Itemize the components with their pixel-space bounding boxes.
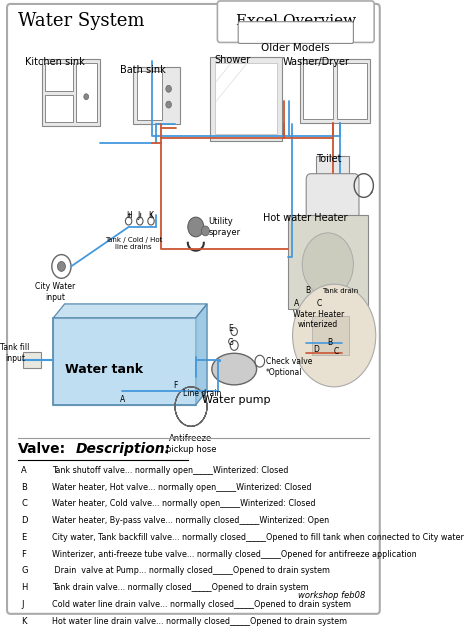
Bar [46,63,73,91]
Text: Cold water line drain valve... normally closed_____Opened to drain system: Cold water line drain valve... normally … [52,600,351,609]
Text: Washer/Dryer: Washer/Dryer [283,57,349,67]
Bar [288,215,368,309]
Text: Shower: Shower [214,55,251,65]
Text: K: K [149,211,154,220]
Text: Hot water Heater: Hot water Heater [263,213,347,223]
Text: Hot water line drain valve... normally closed_____Opened to drain system: Hot water line drain valve... normally c… [52,617,347,626]
Polygon shape [54,318,196,404]
Text: Water heater, By-pass valve... normally closed_____Winterized: Open: Water heater, By-pass valve... normally … [52,516,329,525]
Text: F: F [173,381,178,390]
Text: A: A [21,466,27,475]
FancyBboxPatch shape [218,1,374,43]
Bar [316,156,349,180]
Text: Water heater, Hot valve... normally open_____Winterized: Closed: Water heater, Hot valve... normally open… [52,483,311,491]
Bar [76,63,97,122]
Circle shape [57,262,65,272]
Text: Tank shutoff valve... normally open_____Winterized: Closed: Tank shutoff valve... normally open_____… [52,466,288,475]
Text: Water heater, Cold valve... normally open_____Winterized: Closed: Water heater, Cold valve... normally ope… [52,500,315,508]
Bar [133,67,180,125]
FancyBboxPatch shape [238,22,354,43]
Text: Kitchen sink: Kitchen sink [25,57,85,67]
Text: Water Heater
winterized: Water Heater winterized [292,310,344,329]
Circle shape [84,94,89,100]
FancyBboxPatch shape [306,173,359,229]
Text: Antifreeze
pickup hose: Antifreeze pickup hose [166,434,216,454]
Text: Toilet: Toilet [316,154,341,164]
Circle shape [148,217,154,225]
Polygon shape [54,304,207,318]
Text: Description:: Description: [76,442,171,456]
Text: B: B [21,483,27,491]
Bar [210,57,282,141]
Text: Water pump: Water pump [201,395,270,405]
Circle shape [188,217,204,237]
Text: G: G [21,567,28,575]
Bar [303,63,333,120]
Text: F: F [21,550,27,558]
Bar [54,318,196,404]
Text: E: E [228,324,233,332]
Circle shape [166,101,172,108]
Bar [42,59,100,126]
Bar [137,71,162,120]
Text: City water, Tank backfill valve... normally closed_____Opened to fill tank when : City water, Tank backfill valve... norma… [52,533,464,542]
Text: D: D [21,516,28,525]
Text: E: E [21,533,27,542]
Circle shape [126,217,132,225]
Bar [337,63,367,120]
Text: Excel Overview: Excel Overview [236,14,356,28]
Text: Water tank: Water tank [64,362,143,376]
Text: Check valve
*Optional: Check valve *Optional [266,357,312,377]
Bar [23,352,41,368]
Text: A: A [119,395,125,404]
Text: Tank drain valve... normally closed_____Opened to drain system: Tank drain valve... normally closed_____… [52,583,309,592]
Text: H: H [21,583,28,592]
Circle shape [255,356,264,367]
Text: workshop feb08: workshop feb08 [298,591,365,600]
Text: Line drain: Line drain [183,389,221,398]
Text: J: J [137,211,140,220]
Bar [312,316,348,356]
Text: City Water
input: City Water input [35,282,75,302]
Text: C: C [21,500,27,508]
Circle shape [231,327,237,336]
Text: K: K [21,617,27,626]
Circle shape [292,284,376,387]
Text: B: B [328,337,333,347]
Bar [215,63,277,134]
Text: Tank / Cold / Hot
line drains: Tank / Cold / Hot line drains [105,237,162,250]
Text: C: C [317,299,322,308]
Text: Tank fill
input: Tank fill input [0,344,30,363]
Circle shape [137,217,143,225]
Text: Older Models: Older Models [262,43,330,53]
Text: Winterizer, anti-freeze tube valve... normally closed_____Opened for antifreeze : Winterizer, anti-freeze tube valve... no… [52,550,417,558]
Text: Utility
sprayer: Utility sprayer [209,217,241,237]
Bar [46,95,73,122]
Circle shape [201,226,210,236]
Text: Drain  valve at Pump... normally closed_____Opened to drain system: Drain valve at Pump... normally closed__… [52,567,330,575]
Polygon shape [196,304,207,404]
Text: J: J [21,600,24,609]
Text: C: C [333,347,338,356]
Text: Bath sink: Bath sink [120,65,166,75]
Text: D: D [314,346,319,354]
Text: G: G [228,337,234,347]
Ellipse shape [212,353,256,385]
Bar [300,59,370,123]
Circle shape [230,341,238,351]
Circle shape [302,233,354,296]
Text: H: H [126,211,132,220]
Text: A: A [294,299,300,308]
Text: Tank drain: Tank drain [322,288,358,294]
FancyBboxPatch shape [7,4,380,614]
Text: Water System: Water System [18,12,145,30]
Circle shape [52,255,71,279]
Text: Valve:: Valve: [18,442,66,456]
Circle shape [166,85,172,92]
Text: B: B [305,286,310,295]
